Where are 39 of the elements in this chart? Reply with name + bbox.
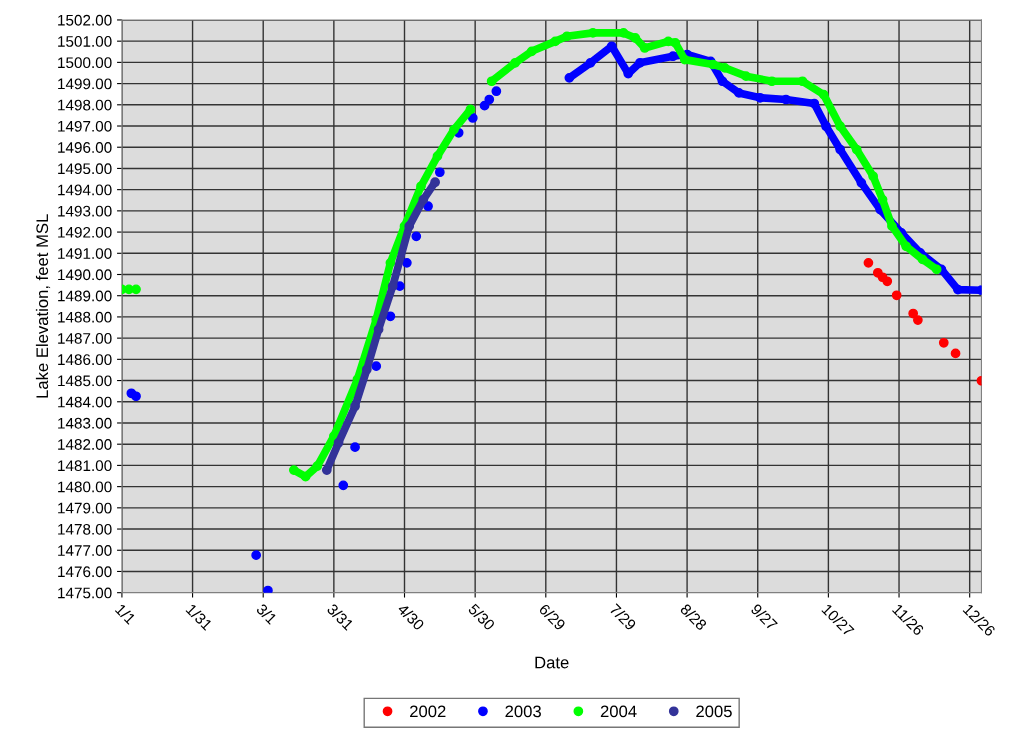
y-tick-label: 1497.00	[58, 120, 112, 132]
y-tick-label: 1493.00	[58, 205, 112, 217]
legend-label: 2003	[505, 705, 541, 718]
y-tick-label: 1486.00	[58, 354, 112, 366]
x-tick-label: 4/30	[396, 602, 426, 631]
x-tick-label: 6/29	[538, 602, 567, 631]
x-tick-label: 3/1	[255, 602, 278, 625]
y-tick-label: 1478.00	[58, 523, 112, 535]
x-tick-label: 1/1	[114, 603, 137, 625]
y-tick-label: 1495.00	[58, 163, 112, 175]
y-tick-label: 1492.00	[58, 226, 112, 238]
legend-label: 2004	[600, 705, 637, 718]
legend-label: 2002	[410, 705, 446, 718]
y-tick-label: 1498.00	[58, 99, 112, 111]
x-axis-title: Date	[535, 656, 569, 669]
y-tick-label: 1480.00	[58, 481, 112, 493]
y-tick-label: 1482.00	[58, 439, 112, 450]
y-tick-label: 1489.00	[58, 290, 112, 302]
y-tick-label: 1500.00	[58, 57, 112, 69]
legend-label: 2005	[696, 705, 732, 718]
y-tick-label: 1490.00	[58, 269, 112, 281]
y-tick-label: 1496.00	[58, 142, 112, 153]
y-tick-label: 1499.00	[58, 78, 112, 90]
y-tick-label: 1483.00	[58, 417, 112, 429]
x-tick-label: 9/27	[750, 602, 779, 631]
y-tick-label: 1494.00	[58, 184, 112, 196]
y-tick-label: 1501.00	[58, 36, 112, 47]
y-tick-label: 1488.00	[58, 311, 112, 323]
y-tick-label: 1491.00	[58, 248, 112, 259]
y-tick-label: 1487.00	[58, 333, 112, 344]
y-tick-label: 1481.00	[58, 460, 112, 472]
y-axis-title: Lake Elevation, feet MSL	[35, 214, 51, 398]
y-tick-label: 1485.00	[58, 375, 112, 387]
y-tick-label: 1484.00	[58, 396, 112, 408]
y-tick-label: 1475.00	[58, 587, 112, 599]
y-tick-label: 1502.00	[58, 14, 112, 26]
y-tick-label: 1479.00	[58, 502, 112, 514]
y-tick-label: 1477.00	[58, 545, 112, 556]
y-tick-label: 1476.00	[58, 566, 112, 578]
